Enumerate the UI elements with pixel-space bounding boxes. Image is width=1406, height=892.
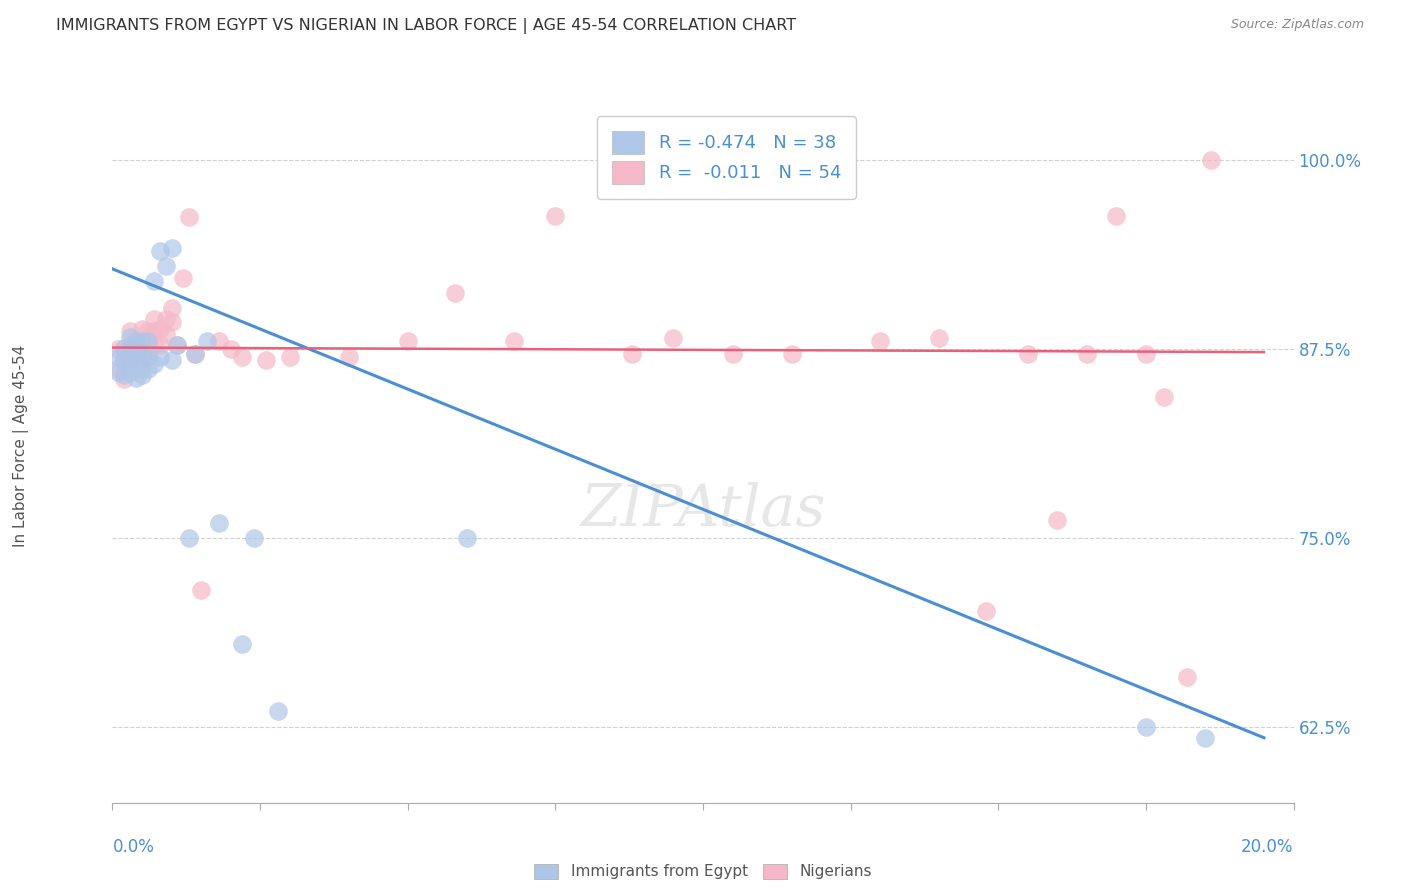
- Point: [120, 337, 142, 351]
- Point: [136, 361, 159, 376]
- Point: [1017, 346, 1039, 360]
- Point: [179, 211, 201, 225]
- Point: [172, 271, 194, 285]
- Point: [136, 324, 159, 338]
- Point: [1194, 731, 1216, 745]
- Point: [155, 259, 177, 273]
- Point: [160, 301, 183, 316]
- Point: [166, 337, 188, 351]
- Point: [1076, 346, 1098, 360]
- Point: [184, 346, 207, 360]
- Point: [120, 352, 142, 367]
- Point: [190, 582, 212, 597]
- Point: [396, 334, 419, 349]
- Point: [976, 604, 998, 618]
- Point: [120, 352, 142, 367]
- Point: [136, 334, 159, 349]
- Point: [131, 357, 153, 371]
- Point: [184, 346, 207, 360]
- Point: [149, 337, 172, 351]
- Point: [120, 330, 142, 344]
- Point: [231, 637, 253, 651]
- Point: [125, 346, 148, 360]
- Point: [160, 315, 183, 329]
- Point: [120, 365, 142, 379]
- Point: [160, 241, 183, 255]
- Legend: Immigrants from Egypt, Nigerians: Immigrants from Egypt, Nigerians: [527, 857, 879, 886]
- Point: [1175, 670, 1198, 684]
- Point: [125, 350, 148, 364]
- Point: [131, 368, 153, 382]
- Point: [337, 350, 360, 364]
- Point: [136, 350, 159, 364]
- Point: [1046, 513, 1069, 527]
- Point: [456, 531, 478, 545]
- Text: 20.0%: 20.0%: [1241, 838, 1294, 856]
- Point: [131, 322, 153, 336]
- Point: [136, 350, 159, 364]
- Point: [120, 324, 142, 338]
- Point: [662, 331, 685, 345]
- Point: [131, 334, 153, 349]
- Point: [621, 346, 644, 360]
- Point: [179, 531, 201, 545]
- Point: [869, 334, 891, 349]
- Text: 0.0%: 0.0%: [112, 838, 155, 856]
- Point: [125, 371, 148, 385]
- Point: [131, 342, 153, 356]
- Point: [155, 311, 177, 326]
- Point: [107, 365, 129, 379]
- Point: [195, 334, 218, 349]
- Point: [721, 346, 744, 360]
- Point: [1105, 209, 1128, 223]
- Point: [155, 326, 177, 341]
- Point: [243, 531, 266, 545]
- Point: [112, 341, 135, 355]
- Point: [112, 352, 135, 367]
- Text: ZIPAtlas: ZIPAtlas: [581, 483, 825, 539]
- Point: [107, 350, 129, 364]
- Point: [120, 342, 142, 356]
- Point: [142, 274, 165, 288]
- Text: In Labor Force | Age 45-54: In Labor Force | Age 45-54: [13, 345, 30, 547]
- Text: IMMIGRANTS FROM EGYPT VS NIGERIAN IN LABOR FORCE | AGE 45-54 CORRELATION CHART: IMMIGRANTS FROM EGYPT VS NIGERIAN IN LAB…: [56, 18, 796, 34]
- Point: [160, 352, 183, 367]
- Point: [149, 244, 172, 258]
- Point: [503, 334, 526, 349]
- Point: [267, 704, 290, 718]
- Text: Source: ZipAtlas.com: Source: ZipAtlas.com: [1230, 18, 1364, 31]
- Point: [142, 357, 165, 371]
- Point: [166, 337, 188, 351]
- Point: [1135, 720, 1157, 734]
- Point: [1199, 153, 1222, 167]
- Point: [142, 337, 165, 351]
- Point: [112, 372, 135, 386]
- Point: [544, 209, 567, 223]
- Point: [142, 324, 165, 338]
- Point: [112, 368, 135, 382]
- Point: [254, 352, 277, 367]
- Point: [780, 346, 803, 360]
- Point: [1153, 391, 1175, 405]
- Point: [131, 346, 153, 360]
- Point: [125, 334, 148, 349]
- Point: [149, 322, 172, 336]
- Point: [231, 350, 253, 364]
- Point: [149, 350, 172, 364]
- Point: [928, 331, 950, 345]
- Point: [125, 359, 148, 373]
- Point: [208, 516, 231, 530]
- Point: [278, 350, 301, 364]
- Point: [112, 352, 135, 367]
- Point: [1135, 346, 1157, 360]
- Point: [125, 334, 148, 349]
- Point: [142, 311, 165, 326]
- Point: [444, 286, 467, 301]
- Point: [219, 342, 242, 356]
- Point: [107, 342, 129, 356]
- Point: [208, 334, 231, 349]
- Point: [131, 361, 153, 376]
- Point: [136, 337, 159, 351]
- Point: [107, 361, 129, 376]
